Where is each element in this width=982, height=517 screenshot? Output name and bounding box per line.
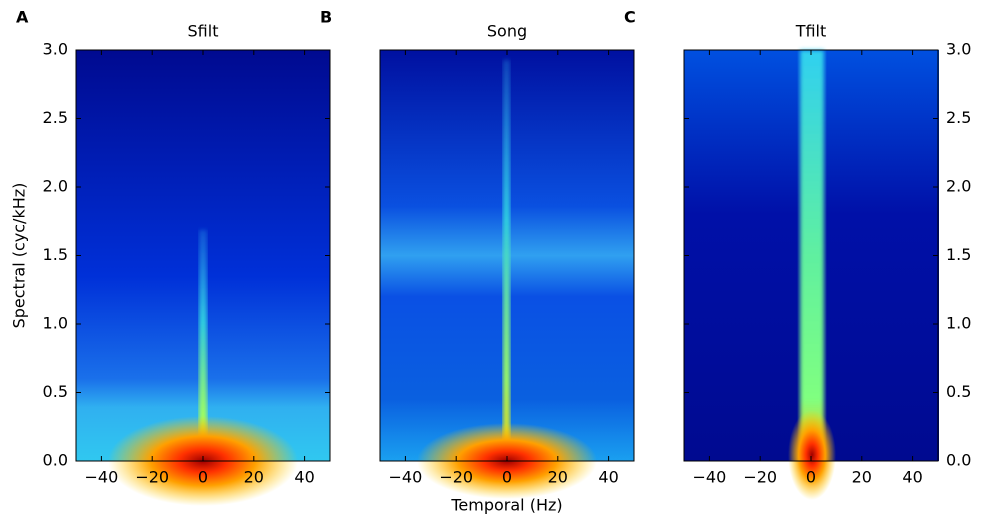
- y-tick-label: 1.0: [946, 314, 971, 333]
- x-tick-label: 20: [244, 468, 264, 487]
- y-tick-label: 2.0: [43, 177, 68, 196]
- x-tick-label: −20: [135, 468, 169, 487]
- panel-label: C: [624, 8, 636, 27]
- x-tick-label: −40: [85, 468, 119, 487]
- y-tick-label: 3.0: [946, 40, 971, 59]
- y-tick-label: 0.5: [946, 382, 971, 401]
- x-tick-label: −40: [389, 468, 423, 487]
- x-tick-label: 20: [852, 468, 872, 487]
- x-tick-label: 0: [502, 468, 512, 487]
- y-tick-label: 1.0: [43, 314, 68, 333]
- y-tick-label: 2.5: [43, 108, 68, 127]
- panel-title: Tfilt: [795, 22, 827, 41]
- x-tick-label: −40: [693, 468, 727, 487]
- panel-label: B: [320, 8, 332, 27]
- panel-label: A: [16, 8, 29, 27]
- x-tick-label: 0: [806, 468, 816, 487]
- x-tick-label: −20: [743, 468, 777, 487]
- x-tick-label: 20: [548, 468, 568, 487]
- y-tick-label: 2.0: [946, 177, 971, 196]
- x-tick-label: 40: [598, 468, 618, 487]
- y-tick-label: 0.5: [43, 382, 68, 401]
- y-tick-label: 1.5: [43, 245, 68, 264]
- x-tick-label: 0: [198, 468, 208, 487]
- y-axis-label: Spectral (cyc/kHz): [10, 183, 29, 329]
- y-tick-label: 0.0: [946, 451, 971, 470]
- x-tick-label: 40: [902, 468, 922, 487]
- panel-title: Sfilt: [188, 22, 219, 41]
- y-tick-label: 0.0: [43, 451, 68, 470]
- x-axis-label: Temporal (Hz): [450, 496, 562, 515]
- y-tick-label: 3.0: [43, 40, 68, 59]
- y-tick-label: 2.5: [946, 108, 971, 127]
- x-tick-label: 40: [294, 468, 314, 487]
- y-tick-label: 1.5: [946, 245, 971, 264]
- heatmap: [76, 50, 939, 506]
- x-tick-label: −20: [439, 468, 473, 487]
- panel-title: Song: [487, 22, 527, 41]
